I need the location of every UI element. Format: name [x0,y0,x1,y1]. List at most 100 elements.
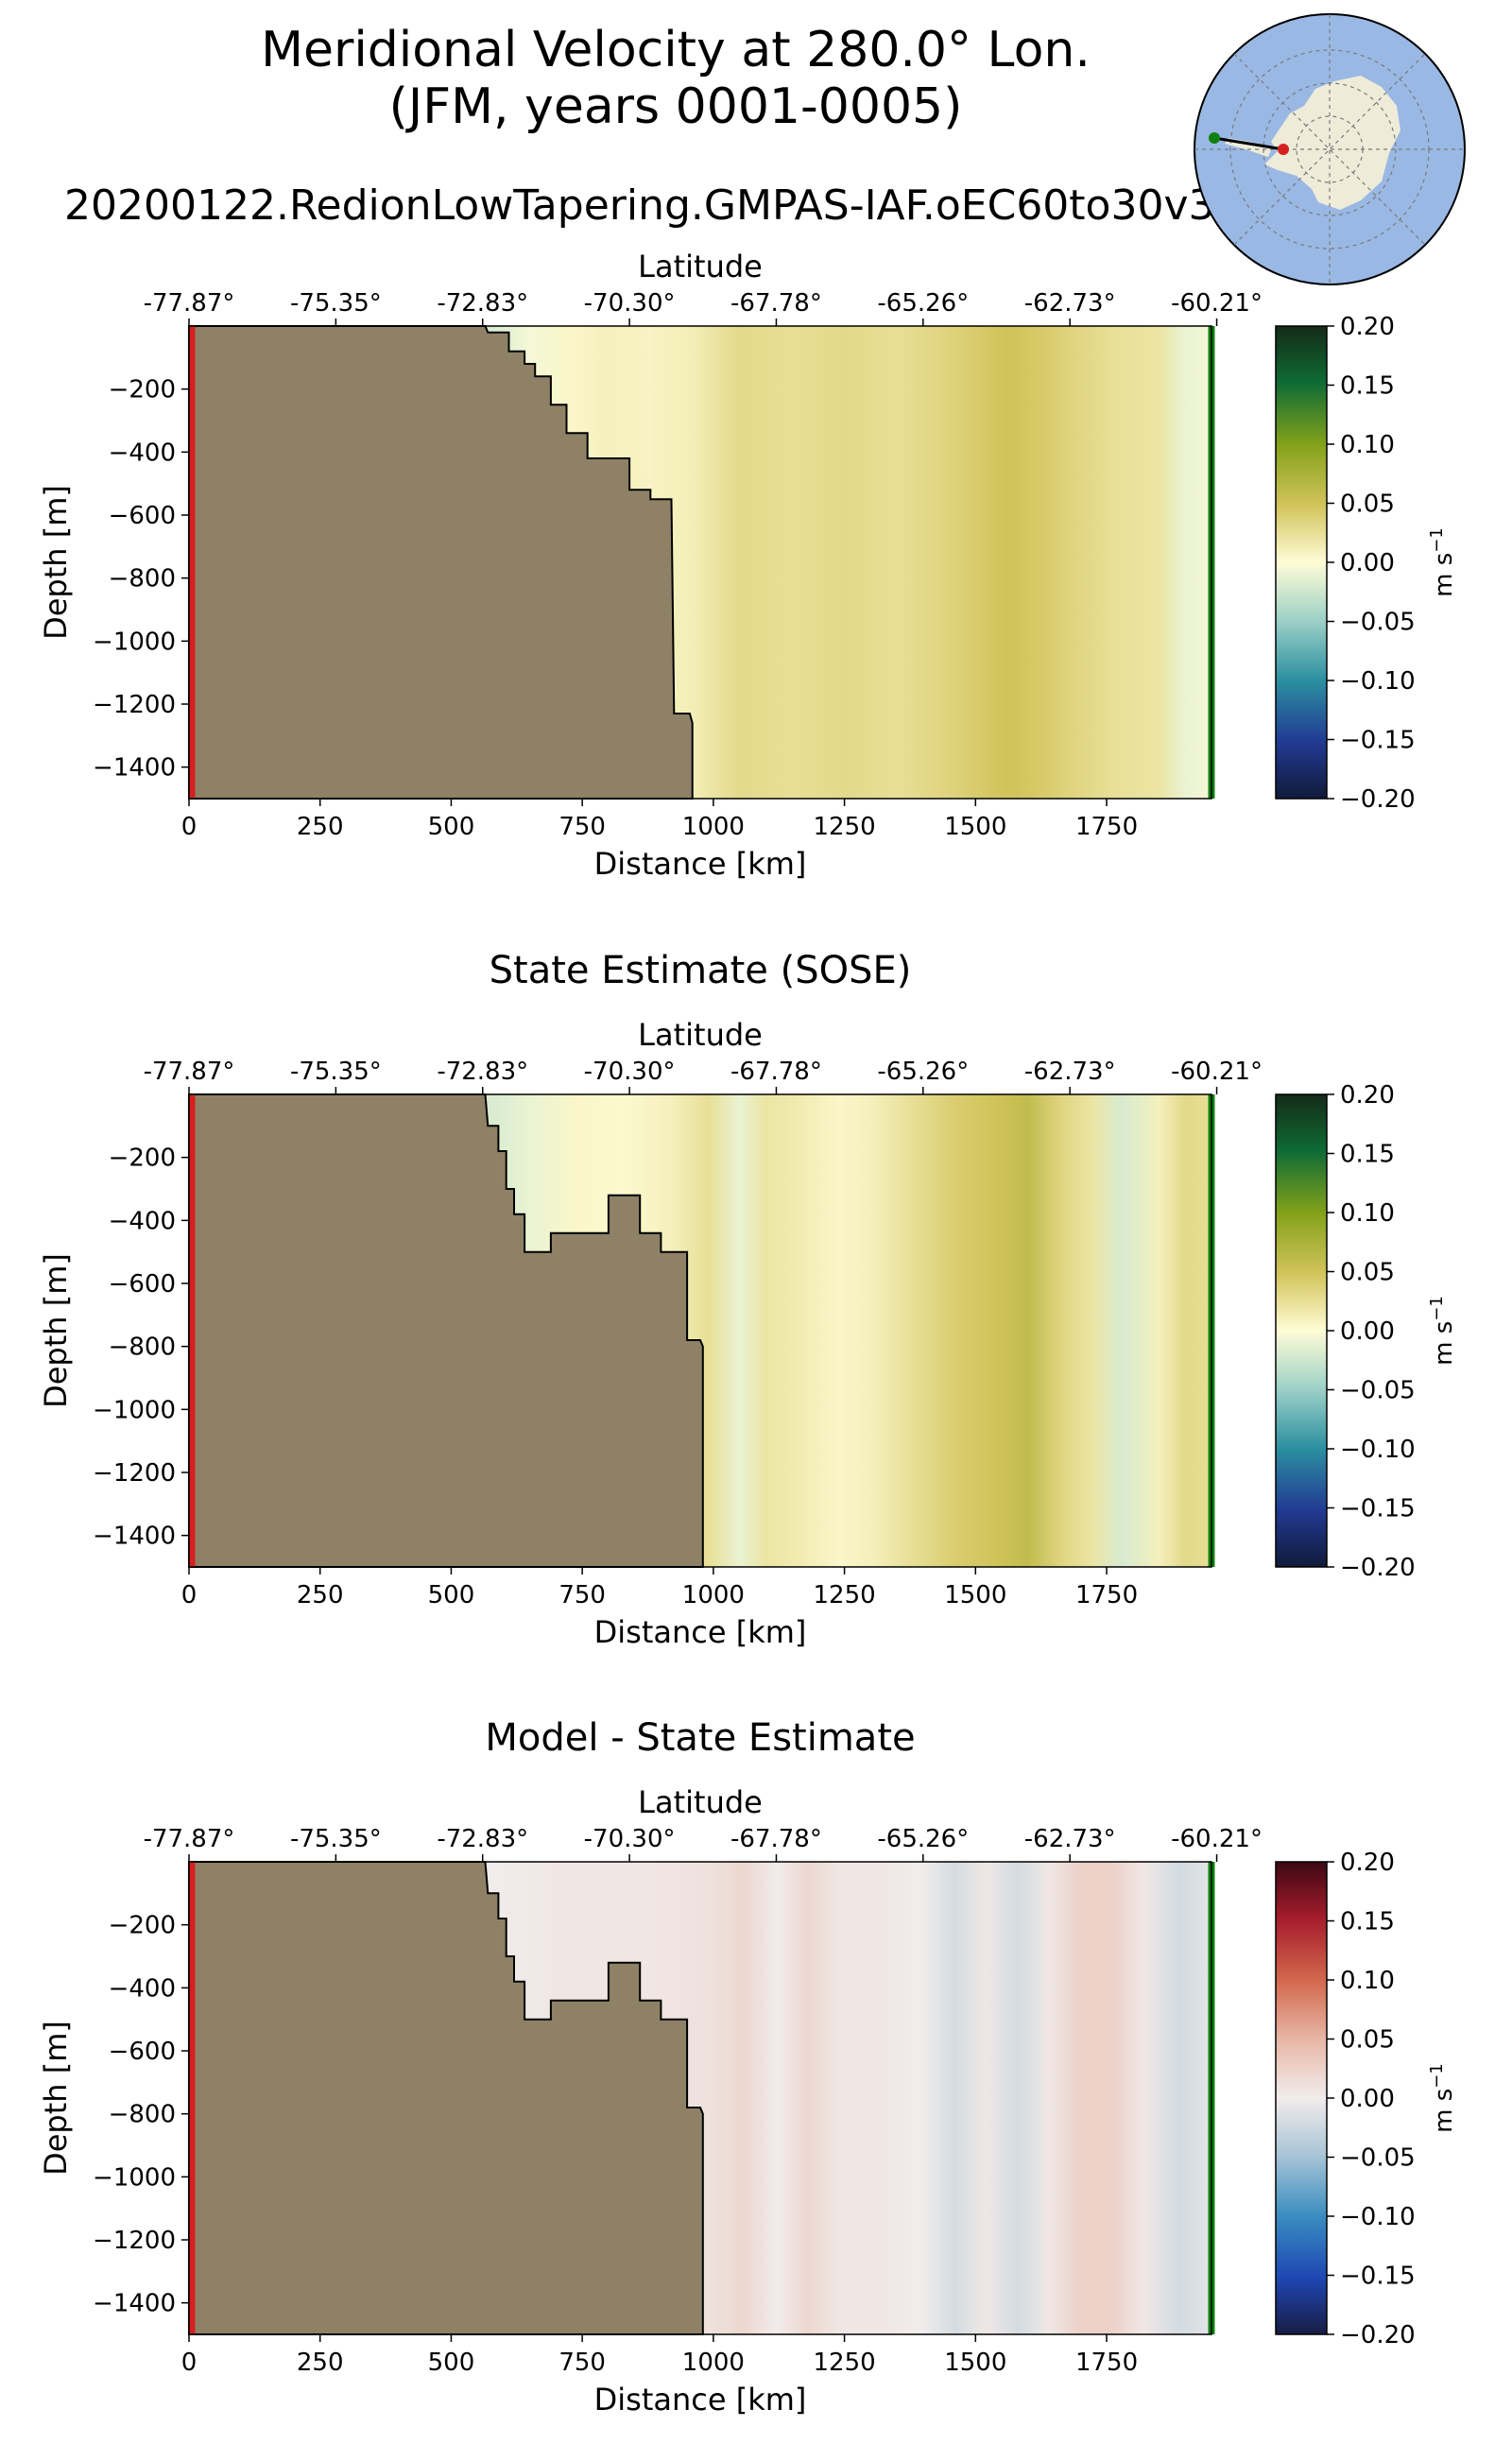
x-tick-label: 750 [558,1581,606,1609]
y-tick-label: −1000 [93,2163,176,2192]
y-tick-label: −600 [109,2038,176,2066]
lat-tick-label: -65.26° [877,1058,969,1086]
lat-tick-label: -60.21° [1171,1058,1263,1086]
y-tick-label: −1200 [93,691,176,719]
lat-tick-label: -72.83° [437,289,528,318]
colorbar-tick-label: 0.05 [1340,2026,1395,2055]
section-track [1213,136,1284,151]
colorbar-tick-label: −0.15 [1340,727,1416,755]
x-tick-label: 500 [428,2349,475,2377]
x-tick-label: 0 [181,1581,198,1609]
colorbar-tick-label: −0.05 [1340,2144,1416,2173]
y-tick-label: −400 [109,439,176,467]
antarctica-inset-map [1194,13,1466,285]
x-tick-label: 1250 [814,1581,876,1609]
colorbar-tick-label: 0.00 [1340,1317,1395,1346]
x-tick-label: 750 [558,813,606,841]
figure-title: Meridional Velocity at 280.0° Lon. [261,22,1091,78]
inset-graticule [1194,14,1465,284]
colorbar-tick-label: 0.20 [1340,1081,1395,1110]
lat-tick-label: -77.87° [144,289,235,318]
y-tick-label: −600 [109,502,176,530]
colorbar-unit: m s [1430,553,1458,597]
x-tick-label: 0 [181,2349,198,2377]
y-tick-label: −200 [109,376,176,404]
difference-panel: Model - State Estimate Latitude 0 250 500 750… [38,1716,1458,2418]
colorbar-tick-label: 0.15 [1340,1141,1395,1169]
x-tick-label: 1000 [682,2349,745,2377]
plot-frame [188,1861,1212,2335]
lat-tick-label: -67.78° [730,1825,822,1853]
x-tick-label: 250 [297,813,344,841]
colorbar-tick-label: 0.10 [1340,1199,1395,1228]
lat-tick-label: -72.83° [437,1058,528,1086]
colorbar-tick-label: −0.10 [1340,667,1416,696]
y-tick-label: −400 [109,1207,176,1235]
colorbar-tick-label: −0.20 [1340,2321,1416,2349]
plot-frame [188,325,1212,800]
y-tick-label: −1200 [93,1459,176,1488]
run-name: 20200122.RedionLowTapering.GMPAS-IAF.oEC… [64,181,1215,230]
colorbar-unit: m s [1430,1321,1458,1366]
y-tick-label: −1000 [93,1396,176,1424]
lat-tick-label: -77.87° [144,1825,235,1853]
colorbar [1275,1861,1328,2335]
y-tick-label: −1200 [93,2227,176,2255]
y-tick-label: −800 [109,565,176,594]
x-tick-label: 1250 [814,2349,876,2377]
x-tick-label: 500 [428,1581,475,1609]
y-tick-label: −400 [109,1974,176,2003]
x-tick-label: 1500 [944,1581,1006,1609]
bathymetry-land [188,325,694,800]
x-tick-label: 1500 [944,813,1006,841]
section-start-marker [1278,144,1289,155]
colorbar-tick-label: 0.20 [1340,1849,1395,1877]
lat-tick-label: -75.35° [290,289,382,318]
colorbar-tick-label: 0.10 [1340,431,1395,459]
y-tick-label: −1400 [93,1523,176,1551]
y-tick-label: −600 [109,1270,176,1299]
colorbar-tick-label: −0.20 [1340,1554,1416,1582]
x-tick-label: 1750 [1075,2349,1138,2377]
lat-tick-label: -62.73° [1024,1058,1116,1086]
x-tick-label: 500 [428,813,475,841]
lat-tick-label: -70.30° [584,1058,676,1086]
colorbar-unit-exponent: −1 [1427,527,1447,553]
model-panel: Latitude 0 250 500 750 1000 1250 1500 1750 Distan… [38,249,1458,882]
y-tick-label: −1400 [93,754,176,783]
colorbar-tick-label: 0.10 [1340,1967,1395,1995]
latitude-axis-label: Latitude [638,1784,763,1820]
lat-tick-label: -65.26° [877,1825,969,1853]
x-axis-label: Distance [km] [594,1614,807,1650]
lat-tick-label: -67.78° [730,1058,822,1086]
colorbar-label: m s−1 [1427,527,1458,597]
colorbar-tick-label: 0.05 [1340,490,1395,519]
colorbar [1275,325,1328,800]
colorbar-tick-label: 0.05 [1340,1259,1395,1287]
lat-tick-label: -60.21° [1171,1825,1263,1853]
colorbar-tick-label: −0.10 [1340,1436,1416,1464]
x-axis-label: Distance [km] [594,846,807,882]
x-tick-label: 250 [297,2349,344,2377]
colorbar-tick-label: −0.20 [1340,785,1416,814]
colorbar-tick-label: 0.20 [1340,313,1395,341]
colorbar-label: m s−1 [1427,1296,1458,1366]
lat-tick-label: -62.73° [1024,289,1116,318]
x-tick-label: 0 [181,813,198,841]
y-tick-label: −800 [109,1334,176,1362]
lat-tick-label: -70.30° [584,1825,676,1853]
y-tick-label: −800 [109,2101,176,2129]
bathymetry-land [188,1093,704,1568]
bathymetry-land [188,1861,704,2335]
x-tick-label: 1000 [682,1581,745,1609]
lat-tick-label: -67.78° [730,289,822,318]
lat-tick-label: -60.21° [1171,289,1263,318]
panel-title: State Estimate (SOSE) [490,949,912,992]
y-axis-label: Depth [m] [38,485,74,640]
figure-subtitle: (JFM, years 0001-0005) [389,78,963,135]
colorbar-tick-label: 0.15 [1340,1908,1395,1936]
y-tick-label: −200 [109,1912,176,1940]
colorbar [1275,1093,1328,1568]
lat-tick-label: -70.30° [584,289,676,318]
x-axis-label: Distance [km] [594,2382,807,2418]
